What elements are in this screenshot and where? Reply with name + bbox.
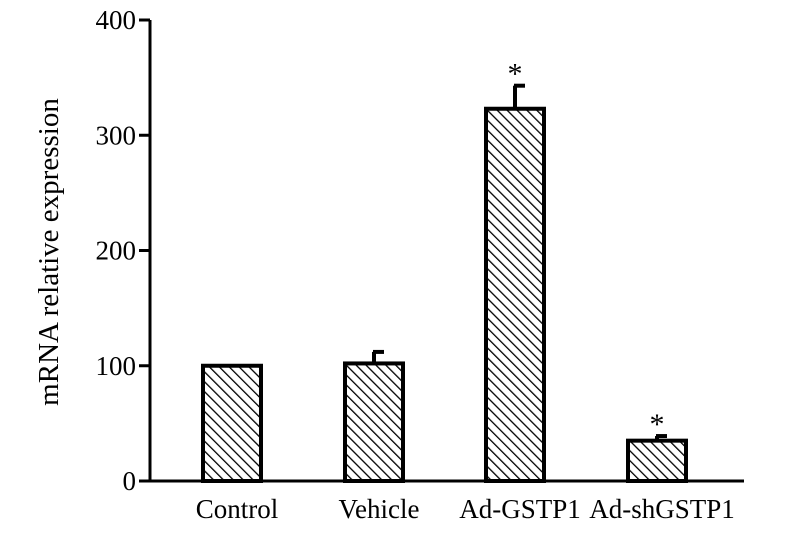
y-axis-label: mRNA relative expression [33, 98, 65, 406]
bar [201, 363, 263, 483]
y-tick-label: 400 [96, 5, 137, 35]
y-tick-label: 0 [123, 466, 137, 496]
bar [484, 106, 546, 484]
y-tick-label: 100 [96, 351, 137, 381]
category-label: Ad-GSTP1 [459, 494, 581, 524]
category-label: Ad-shGSTP1 [589, 494, 735, 524]
y-tick-label: 200 [96, 236, 137, 266]
y-axis-ticks: 0 100 200 300 400 [96, 5, 150, 496]
significance-marker: * [650, 408, 665, 441]
bar [343, 361, 405, 484]
category-label: Control [196, 494, 279, 524]
category-label: Vehicle [339, 494, 420, 524]
significance-marker: * [508, 58, 523, 91]
category-labels: Control Vehicle Ad-GSTP1 Ad-shGSTP1 [196, 494, 735, 524]
bar [626, 438, 688, 484]
y-tick-label: 300 [96, 120, 137, 150]
bars: ** [201, 58, 688, 484]
